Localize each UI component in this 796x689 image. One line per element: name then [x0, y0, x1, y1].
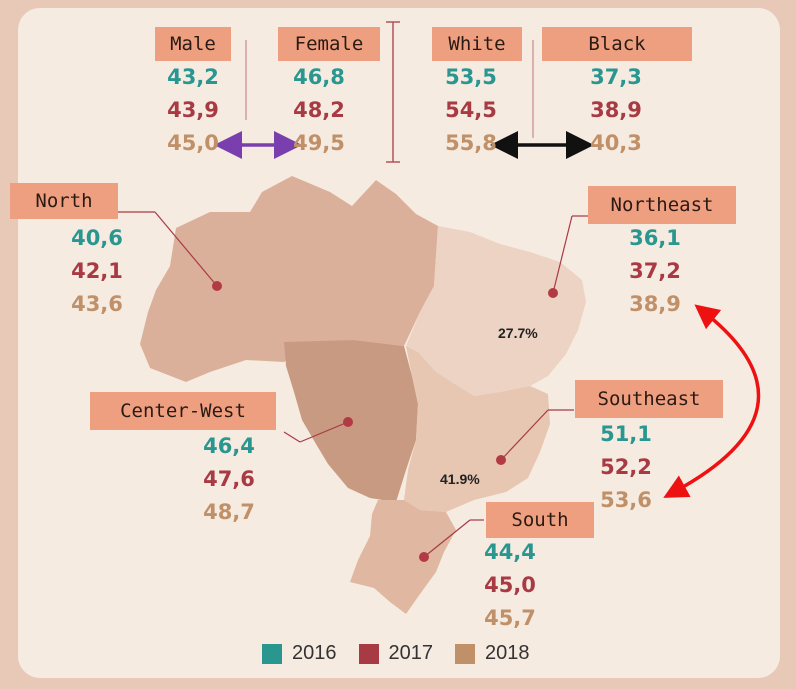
male-2017-value: 43,9 — [167, 98, 219, 122]
marker-south — [419, 552, 429, 562]
black-2017-value: 38,9 — [590, 98, 642, 122]
legend-label-2017: 2017 — [388, 642, 434, 664]
values-white: 53,5 54,5 55,8 — [428, 61, 514, 160]
male-2018-value: 45,0 — [167, 131, 219, 155]
center-west-2018-value: 48,7 — [203, 500, 255, 524]
label-south: South — [486, 502, 594, 538]
marker-southeast — [496, 455, 506, 465]
northeast-2016-value: 36,1 — [629, 226, 681, 250]
legend-swatch-2018 — [455, 643, 475, 664]
values-black: 37,3 38,9 40,3 — [573, 61, 659, 160]
white-2018-value: 55,8 — [445, 131, 497, 155]
legend-item-2016: 2016 — [262, 642, 337, 665]
female-2018-value: 49,5 — [293, 131, 345, 155]
southeast-2018-value: 53,6 — [600, 488, 652, 512]
label-black: Black — [542, 27, 692, 61]
female-2016-value: 46,8 — [293, 65, 345, 89]
region-shape-south — [350, 500, 456, 614]
female-2017-value: 48,2 — [293, 98, 345, 122]
legend-swatch-2017 — [358, 643, 379, 664]
label-female: Female — [278, 27, 380, 61]
south-2016-value: 44,4 — [484, 540, 536, 564]
region-shape-northeast — [406, 226, 586, 396]
region-shape-southeast — [404, 346, 550, 512]
center-west-2017-value: 47,6 — [203, 467, 255, 491]
center-west-2016-value: 46,4 — [203, 434, 255, 458]
south-2017-value: 45,0 — [484, 573, 536, 597]
legend-item-2017: 2017 — [358, 642, 434, 665]
label-center-west: Center-West — [90, 392, 276, 430]
north-2017-value: 42,1 — [71, 259, 123, 283]
label-white: White — [432, 27, 522, 61]
legend-label-2018: 2018 — [485, 642, 530, 664]
white-2016-value: 53,5 — [445, 65, 497, 89]
values-center-west: 46,4 47,6 48,7 — [186, 430, 272, 529]
northeast-southeast-arrow — [663, 304, 761, 498]
south-2018-value: 45,7 — [484, 606, 536, 630]
legend-item-2018: 2018 — [455, 642, 530, 665]
legend-label-2016: 2016 — [292, 642, 337, 664]
label-northeast: Northeast — [588, 186, 736, 224]
values-south: 44,4 45,0 45,7 — [467, 536, 553, 635]
northeast-2017-value: 37,2 — [629, 259, 681, 283]
marker-center-west — [343, 417, 353, 427]
label-male: Male — [155, 27, 231, 61]
legend-swatch-2016 — [262, 643, 282, 664]
white-2017-value: 54,5 — [445, 98, 497, 122]
northeast-percentage: 27.7% — [498, 325, 538, 341]
marker-northeast — [548, 288, 558, 298]
year-legend: 2016 2017 2018 — [262, 642, 552, 665]
southeast-2016-value: 51,1 — [600, 422, 652, 446]
values-southeast: 51,1 52,2 53,6 — [583, 418, 669, 517]
black-2018-value: 40,3 — [590, 131, 642, 155]
label-southeast: Southeast — [575, 380, 723, 418]
marker-north — [212, 281, 222, 291]
label-north: North — [10, 183, 118, 219]
north-2016-value: 40,6 — [71, 226, 123, 250]
black-2016-value: 37,3 — [590, 65, 642, 89]
southeast-percentage: 41.9% — [440, 471, 480, 487]
values-male: 43,2 43,9 45,0 — [150, 61, 236, 160]
values-north: 40,6 42,1 43,6 — [54, 222, 140, 321]
male-2016-value: 43,2 — [167, 65, 219, 89]
values-female: 46,8 48,2 49,5 — [276, 61, 362, 160]
region-shape-north — [140, 176, 438, 382]
north-2018-value: 43,6 — [71, 292, 123, 316]
values-northeast: 36,1 37,2 38,9 — [612, 222, 698, 321]
southeast-2017-value: 52,2 — [600, 455, 652, 479]
northeast-2018-value: 38,9 — [629, 292, 681, 316]
